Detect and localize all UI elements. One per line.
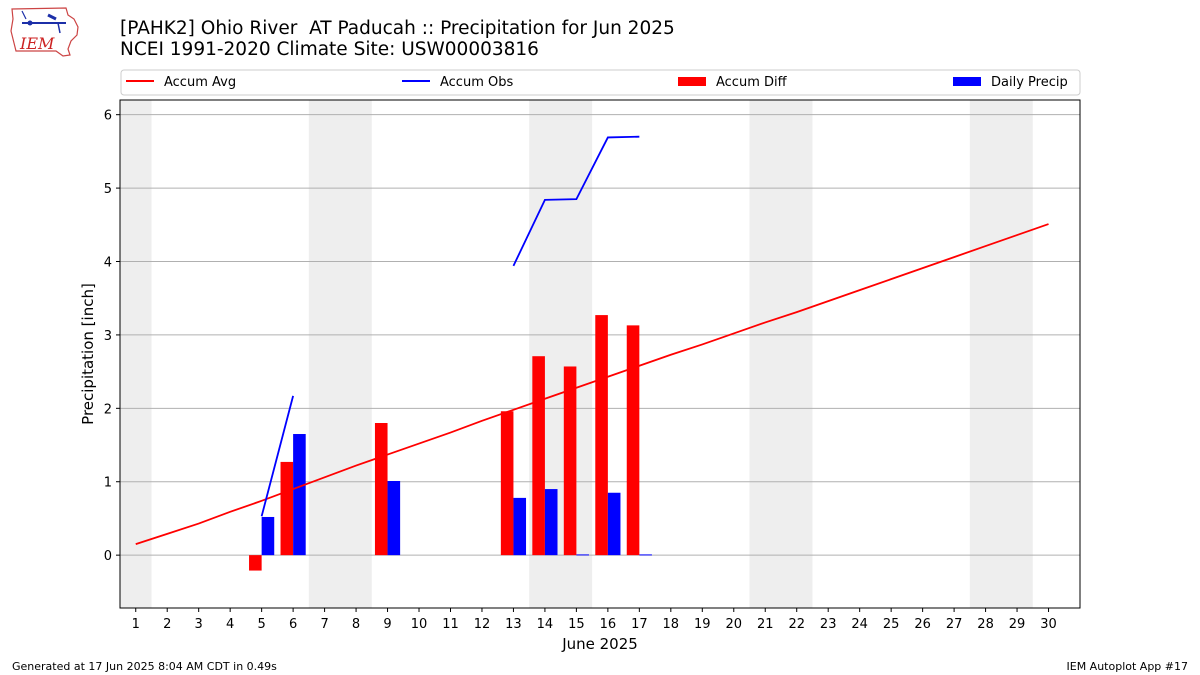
x-tick-label: 13 [505, 617, 522, 632]
x-tick-label: 10 [411, 617, 428, 632]
daily-precip-bar [576, 554, 589, 556]
x-tick-label: 5 [257, 617, 265, 632]
x-tick-label: 18 [663, 617, 680, 632]
accum-diff-bar [249, 555, 262, 571]
x-axis-label: June 2025 [561, 635, 638, 653]
x-tick-label: 7 [320, 617, 328, 632]
iowa-outline-icon [10, 7, 79, 57]
lines [135, 135, 1049, 545]
footer-app: IEM Autoplot App #17 [1066, 660, 1189, 673]
logo-text: IEM [19, 34, 55, 53]
weekend-band [308, 100, 372, 608]
x-tick-label: 21 [757, 617, 774, 632]
x-tick-label: 16 [600, 617, 617, 632]
weekend-band [120, 100, 152, 608]
x-tick-label: 1 [132, 617, 140, 632]
x-tick-label: 20 [725, 617, 742, 632]
accum-avg-line [135, 223, 1049, 545]
x-tick-label: 9 [383, 617, 391, 632]
daily-precip-bar [544, 489, 558, 556]
accum-obs-line [512, 135, 640, 267]
weather-station-icon [21, 10, 66, 34]
title-line-1: [PAHK2] Ohio River AT Paducah :: Precipi… [120, 18, 675, 39]
x-tick-label: 6 [289, 617, 297, 632]
weekend-band [749, 100, 813, 608]
x-tick-label: 23 [820, 617, 837, 632]
x-tick-label: 29 [1009, 617, 1026, 632]
accum-diff-bar [374, 423, 388, 556]
iem-logo: IEM [8, 5, 82, 63]
accum-diff-bar [500, 411, 514, 556]
x-tick-label: 4 [226, 617, 234, 632]
weekend-bands [120, 100, 1033, 608]
y-tick-label: 2 [104, 402, 112, 417]
footer-generated: Generated at 17 Jun 2025 8:04 AM CDT in … [12, 660, 277, 673]
legend-accum-diff-swatch [678, 77, 706, 86]
y-tick-label: 1 [104, 476, 112, 491]
weekend-band [969, 100, 1033, 608]
bars [249, 315, 652, 571]
chart-title: [PAHK2] Ohio River AT Paducah :: Precipi… [120, 18, 675, 60]
x-tick-label: 2 [163, 617, 171, 632]
accum-diff-bar [280, 461, 294, 556]
x-tick-label: 22 [788, 617, 805, 632]
x-tick-label: 17 [631, 617, 648, 632]
legend-daily-precip-swatch [953, 77, 981, 86]
x-tick-label: 11 [442, 617, 459, 632]
daily-precip-bar [513, 497, 527, 556]
x-tick-label: 3 [195, 617, 203, 632]
x-tick-label: 12 [474, 617, 491, 632]
y-tick-label: 5 [104, 182, 112, 197]
legend-daily-precip-label: Daily Precip [991, 75, 1068, 90]
legend-box [120, 69, 1081, 96]
accum-diff-bar [532, 356, 545, 556]
daily-precip-bar [261, 516, 275, 556]
daily-precip-bar [607, 492, 621, 556]
plot-frame [119, 99, 1081, 609]
daily-precip-bar [293, 434, 306, 556]
x-tick-label: 8 [352, 617, 360, 632]
y-tick-label: 6 [104, 109, 112, 124]
x-tick-label: 14 [537, 617, 554, 632]
title-line-2: NCEI 1991-2020 Climate Site: USW00003816 [120, 39, 539, 60]
daily-precip-bar [639, 554, 652, 556]
y-tick-label: 0 [104, 549, 112, 564]
legend-accum-obs-label: Accum Obs [440, 75, 513, 90]
accum-diff-bar [595, 315, 608, 556]
legend: Accum Avg Accum Obs Accum Diff Daily Precip [120, 69, 1081, 96]
legend-accum-diff-label: Accum Diff [716, 75, 788, 90]
y-axis-label: Precipitation [inch] [79, 283, 97, 425]
legend-accum-avg-label: Accum Avg [164, 75, 236, 90]
daily-precip-bar [387, 481, 401, 556]
x-tick-label: 15 [568, 617, 585, 632]
accum-obs-line [260, 395, 294, 517]
accum-diff-bar [563, 366, 577, 556]
x-tick-label: 30 [1040, 617, 1057, 632]
x-tick-label: 24 [851, 617, 868, 632]
accum-diff-bar [626, 325, 640, 556]
x-tick-label: 26 [914, 617, 931, 632]
y-tick-label: 4 [104, 256, 112, 271]
x-tick-label: 19 [694, 617, 711, 632]
y-tick-label: 3 [104, 329, 112, 344]
x-tick-label: 27 [946, 617, 963, 632]
x-tick-label: 28 [977, 617, 994, 632]
x-tick-label: 25 [883, 617, 900, 632]
